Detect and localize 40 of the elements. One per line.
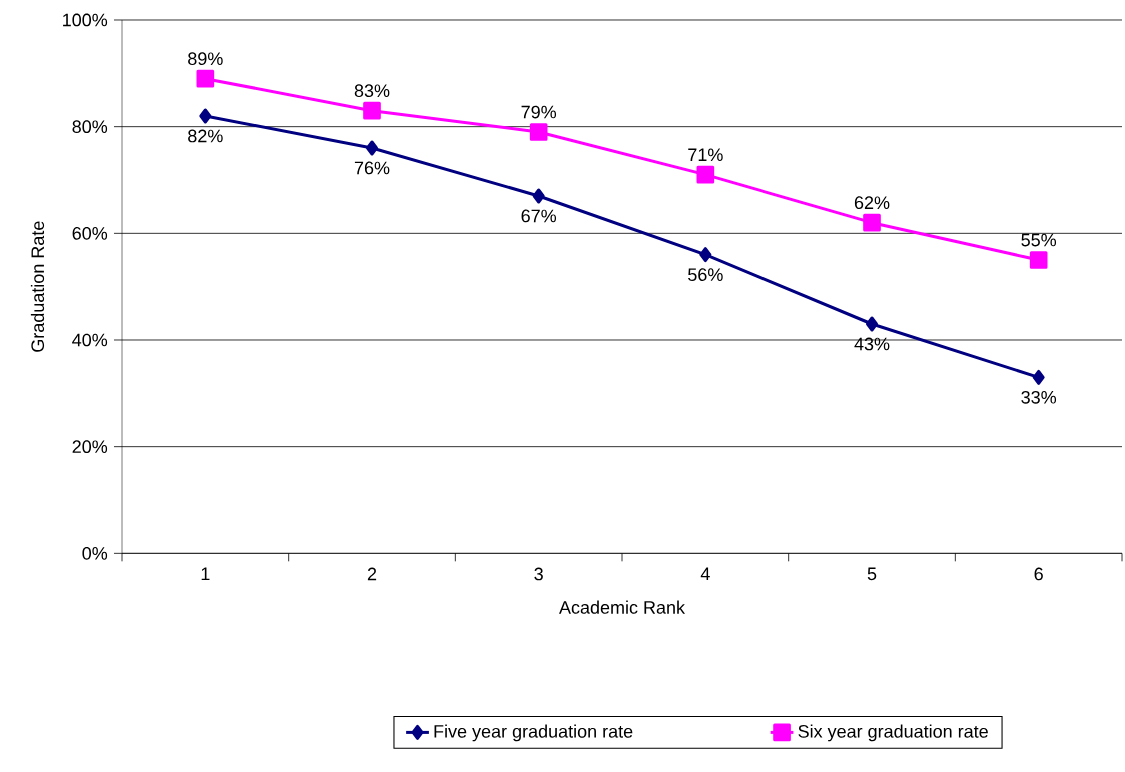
y-axis-title: Graduation Rate: [30, 221, 45, 352]
x-tick-label: 2: [367, 567, 377, 581]
x-tick-label: 6: [1034, 567, 1043, 581]
data-label: 55%: [1021, 233, 1057, 247]
point: [866, 316, 879, 332]
data-label: 82%: [188, 129, 223, 143]
data-label: 62%: [854, 196, 890, 210]
point: [1032, 369, 1045, 385]
x-tick-label: 1: [201, 567, 210, 580]
data-label: 71%: [688, 148, 723, 162]
point: [196, 69, 215, 88]
legend-label: Five year graduation rate: [434, 724, 633, 742]
point: [529, 123, 548, 141]
point: [696, 165, 715, 184]
data-label: 83%: [354, 84, 390, 98]
point: [699, 247, 712, 263]
point: [363, 101, 381, 120]
point: [199, 108, 212, 124]
x-tick-label: 3: [534, 567, 543, 581]
legend-label: Six year graduation rate: [798, 724, 988, 742]
point: [532, 188, 545, 204]
data-label: 33%: [1021, 390, 1057, 404]
data-label: 67%: [521, 209, 557, 223]
y-tick-label: 80%: [72, 120, 108, 134]
data-label: 56%: [688, 268, 723, 281]
y-tick-label: 40%: [72, 333, 108, 347]
data-label: 43%: [854, 337, 890, 351]
point: [1029, 251, 1048, 269]
y-tick-label: 0%: [82, 546, 108, 560]
data-label: 76%: [354, 161, 390, 175]
x-tick-label: 5: [867, 567, 877, 581]
y-tick-label: 20%: [72, 440, 108, 454]
x-axis-title: Academic Rank: [559, 600, 686, 614]
y-tick-label: 60%: [72, 226, 108, 240]
point: [863, 213, 881, 232]
data-label: 79%: [521, 105, 557, 119]
y-tick-label: 100%: [63, 13, 108, 27]
data-label: 89%: [188, 52, 223, 66]
x-tick-label: 4: [700, 567, 710, 580]
point: [366, 140, 379, 156]
